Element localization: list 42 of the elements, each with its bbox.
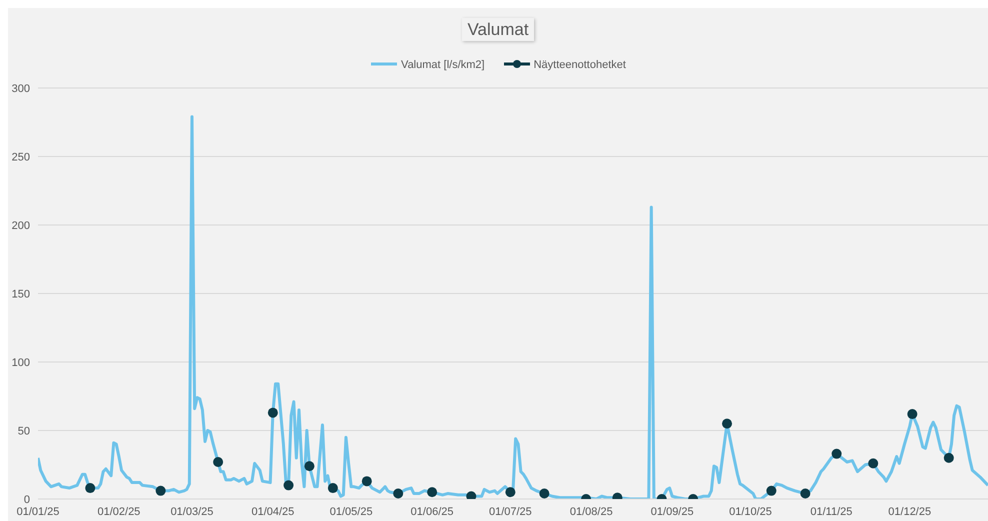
point	[766, 486, 776, 496]
x-tick-label: 01/12/25	[888, 506, 932, 518]
point	[944, 452, 954, 463]
line-series	[38, 115, 988, 499]
x-tick-label: 01/10/25	[729, 506, 772, 518]
point	[832, 448, 842, 459]
y-tick-label: 0	[24, 494, 30, 506]
y-tick-label: 200	[12, 220, 30, 232]
x-tick-label: 01/04/25	[251, 506, 294, 518]
y-tick-label: 250	[12, 151, 30, 164]
x-tick-label: 01/06/25	[410, 506, 454, 518]
point	[539, 488, 550, 499]
point	[907, 409, 918, 420]
y-tick-label: 50	[18, 425, 30, 438]
x-tick-label: 01/07/25	[488, 506, 532, 518]
point	[85, 483, 96, 494]
point	[427, 487, 438, 498]
x-tick-label: 01/11/25	[810, 506, 852, 518]
point	[328, 483, 338, 494]
point	[156, 486, 166, 496]
y-tick-label: 300	[12, 82, 30, 95]
x-tick-label: 01/01/25	[16, 506, 60, 518]
x-tick-label: 01/02/25	[97, 506, 140, 518]
point	[304, 461, 314, 472]
point	[505, 487, 516, 498]
x-tick-label: 01/09/25	[650, 506, 694, 518]
point	[362, 476, 372, 486]
x-tick-label: 01/05/25	[330, 506, 373, 518]
legend-label: Näytteenottohetket	[534, 58, 626, 72]
x-tick-label: 01/08/25	[570, 506, 613, 518]
chart-title: Valumat	[462, 18, 534, 41]
point	[393, 488, 404, 499]
point	[268, 408, 278, 418]
y-tick-label: 100	[12, 356, 30, 369]
point	[284, 480, 294, 490]
legend-label: Valumat [l/s/km2]	[401, 58, 485, 72]
y-tick-label: 150	[12, 288, 30, 300]
point	[868, 458, 878, 468]
point	[213, 457, 224, 468]
x-tick-label: 01/03/25	[170, 506, 214, 518]
point	[800, 488, 810, 499]
point	[722, 418, 732, 429]
